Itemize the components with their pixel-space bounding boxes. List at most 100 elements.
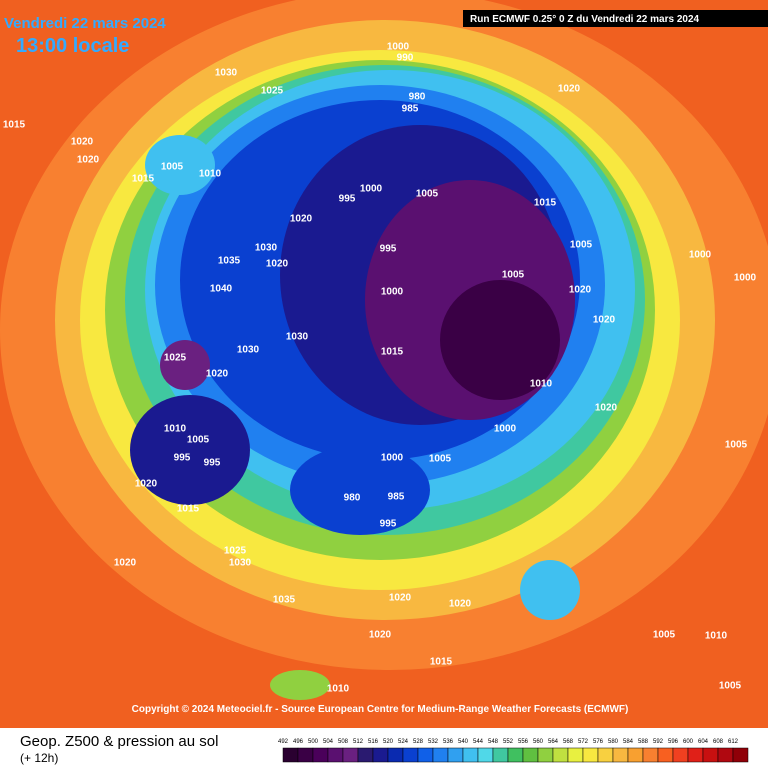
legend-swatch — [687, 747, 704, 763]
legend-swatch — [627, 747, 644, 763]
legend-swatch — [342, 747, 359, 763]
isobar-label: 995 — [174, 453, 191, 464]
isobar-label: 1020 — [290, 214, 313, 225]
isobar-label: 995 — [339, 194, 356, 205]
time: 13:00 locale — [16, 35, 129, 57]
isobar-label: 1015 — [381, 347, 404, 358]
isobar-label: 1000 — [734, 273, 757, 284]
isobar-label: 1005 — [416, 189, 439, 200]
isobar-label: 1025 — [224, 546, 247, 557]
isobar-label: 1010 — [530, 379, 553, 390]
legend-swatch — [357, 747, 374, 763]
isobar-label: 1005 — [429, 454, 452, 465]
isobar-label: 1000 — [387, 42, 410, 53]
footer-title: Geop. Z500 & pression au sol — [20, 733, 218, 750]
legend-swatch — [612, 747, 629, 763]
legend-tick-label: 536 — [443, 739, 454, 745]
legend-tick-label: 556 — [518, 739, 529, 745]
run-box — [463, 10, 768, 27]
isobar-labels: 1000990980985102010301025101510201020100… — [3, 42, 757, 695]
legend-tick-label: 560 — [533, 739, 544, 745]
isobar-label: 1020 — [135, 479, 158, 490]
isobar-label: 1020 — [71, 137, 94, 148]
legend-tick-label: 492 — [278, 739, 289, 745]
isobar-label: 1015 — [430, 657, 453, 668]
legend-tick-label: 576 — [593, 739, 604, 745]
legend-tick-label: 580 — [608, 739, 619, 745]
isobar-label: 1020 — [449, 599, 472, 610]
legend-swatch — [732, 747, 749, 763]
legend-swatch — [492, 747, 509, 763]
isobar-label: 1020 — [206, 369, 229, 380]
legend-tick-label: 604 — [698, 739, 709, 745]
isobar-label: 1000 — [494, 424, 517, 435]
isobar-label: 985 — [402, 104, 419, 115]
legend-swatch — [387, 747, 404, 763]
isobar-label: 1010 — [705, 631, 728, 642]
legend-tick-label: 572 — [578, 739, 589, 745]
legend-tick-label: 504 — [323, 739, 334, 745]
legend-swatch — [507, 747, 524, 763]
legend-tick-label: 588 — [638, 739, 649, 745]
isobar-label: 1005 — [570, 240, 593, 251]
isobar-label: 1015 — [132, 174, 155, 185]
legend-swatch — [597, 747, 614, 763]
legend-swatch — [642, 747, 659, 763]
isobar-label: 1035 — [273, 595, 296, 606]
z500-field — [0, 0, 768, 700]
legend-tick-label: 532 — [428, 739, 439, 745]
legend-swatch — [282, 747, 299, 763]
isobar-label: 1025 — [164, 353, 187, 364]
isobar-label: 1000 — [689, 250, 712, 261]
legend-tick-label: 600 — [683, 739, 694, 745]
isobar-label: 1000 — [381, 287, 404, 298]
isobar-label: 985 — [388, 492, 405, 503]
isobar-label: 1015 — [177, 504, 200, 515]
isobar-label: 1000 — [381, 453, 404, 464]
legend-tick-label: 524 — [398, 739, 409, 745]
legend-swatch — [567, 747, 584, 763]
isobar-label: 1020 — [558, 84, 581, 95]
legend: 492 496 500 504 508 512 516 520 524 528 532 536 540 5… — [278, 739, 749, 763]
legend-swatch — [327, 747, 344, 763]
legend-swatch — [657, 747, 674, 763]
legend-tick-label: 548 — [488, 739, 499, 745]
copyright: Copyright © 2024 Meteociel.fr - Source E… — [132, 704, 629, 715]
legend-tick-label: 508 — [338, 739, 349, 745]
legend-swatch — [672, 747, 689, 763]
isobar-label: 980 — [344, 493, 361, 504]
run: Run ECMWF 0.25° 0 Z du Vendredi 22 mars … — [470, 14, 700, 25]
legend-swatch — [372, 747, 389, 763]
legend-tick-label: 568 — [563, 739, 574, 745]
legend-tick-label: 512 — [353, 739, 364, 745]
isobar-label: 1030 — [286, 332, 309, 343]
isobar-label: 1020 — [593, 315, 616, 326]
isobar-label: 1010 — [199, 169, 222, 180]
legend-tick-label: 596 — [668, 739, 679, 745]
isobar-label: 1005 — [725, 440, 748, 451]
legend-tick-label: 500 — [308, 739, 319, 745]
isobar-label: 1010 — [164, 424, 187, 435]
isobar-label: 1020 — [266, 259, 289, 270]
legend-tick-label: 496 — [293, 739, 304, 745]
isobar-label: 1000 — [360, 184, 383, 195]
legend-tick-label: 540 — [458, 739, 469, 745]
isobar-label: 1015 — [3, 120, 26, 131]
isobar-label: 1005 — [719, 681, 742, 692]
isobar-label: 995 — [380, 519, 397, 530]
legend-swatch — [462, 747, 479, 763]
legend-swatch — [582, 747, 599, 763]
legend-tick-label: 520 — [383, 739, 394, 745]
isobar-label: 1010 — [327, 684, 350, 695]
isobar-label: 1015 — [534, 198, 557, 209]
isobar-label: 1020 — [114, 558, 137, 569]
isobar-label: 1020 — [389, 593, 412, 604]
legend-swatch — [717, 747, 734, 763]
isobar-label: 1020 — [77, 155, 100, 166]
legend-tick-label: 544 — [473, 739, 484, 745]
isobar-label: 1005 — [161, 162, 184, 173]
legend-swatch — [477, 747, 494, 763]
legend-swatch — [522, 747, 539, 763]
legend-swatch — [702, 747, 719, 763]
legend-tick-label: 564 — [548, 739, 559, 745]
